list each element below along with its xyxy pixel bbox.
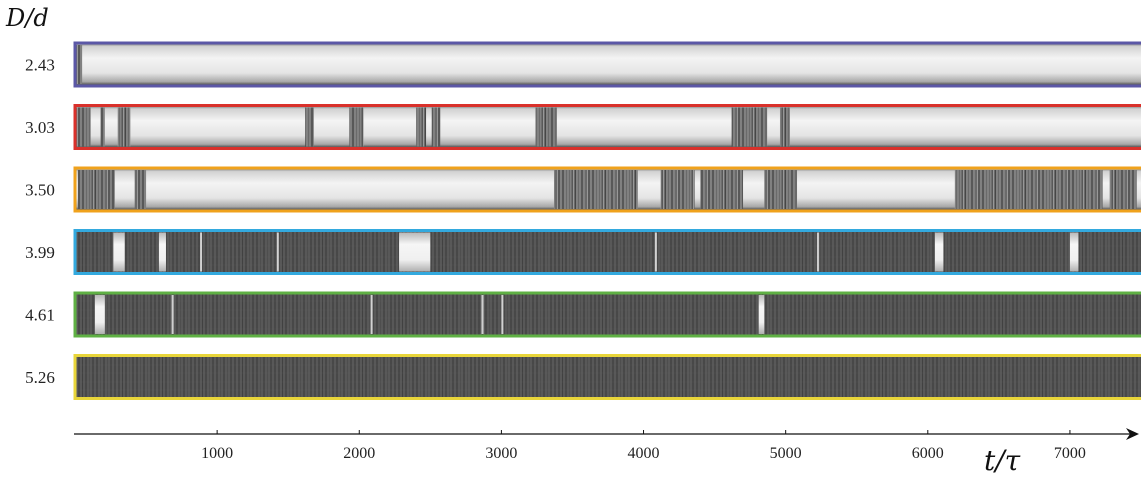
row-label: 3.99 (25, 243, 55, 262)
laminar-gap (113, 232, 125, 272)
row-5.26: 5.26 (25, 354, 1141, 400)
row-label: 2.43 (25, 56, 55, 75)
x-tick-label: 2000 (343, 445, 375, 462)
turbulent-background (75, 355, 1141, 399)
turbulent-puff (117, 107, 131, 147)
laminar-flash (370, 295, 373, 334)
laminar-flash (816, 232, 819, 272)
turbulent-puff (431, 107, 441, 147)
row-frame (73, 229, 1141, 275)
x-ticks: 1000 2000 3000 4000 5000 6000 7000 (201, 430, 1086, 462)
x-tick-label: 1000 (201, 445, 233, 462)
row-label: 5.26 (25, 368, 55, 387)
turbulent-puff (700, 170, 744, 209)
x-axis-arrowhead (1126, 428, 1139, 440)
laminar-gap (94, 295, 105, 334)
laminar-gap (158, 232, 166, 272)
turbulent-puff (779, 107, 790, 147)
laminar-flash (654, 232, 657, 272)
x-tick-label: 7000 (1054, 445, 1086, 462)
row-frame (73, 166, 1141, 213)
x-axis-label: t/τ (984, 444, 1021, 477)
turbulent-puff (305, 107, 314, 147)
row-3.03: 3.03 (25, 104, 1141, 150)
laminar-flash (481, 295, 484, 334)
laminar-flash (200, 232, 203, 272)
x-tick-label: 3000 (485, 445, 517, 462)
rows-layer: 2.43 3.03 3.50 3.99 4.61 5.26 (25, 41, 1141, 400)
turbulent-puff (134, 170, 147, 209)
laminar-background (75, 105, 1141, 149)
row-4.61: 4.61 (25, 291, 1141, 338)
laminar-gap (399, 232, 431, 272)
laminar-gap (934, 232, 944, 272)
turbulent-background (75, 293, 1141, 336)
turbulent-background (75, 230, 1141, 274)
x-tick-label: 5000 (770, 445, 802, 462)
turbulent-puff (100, 107, 105, 147)
row-3.99: 3.99 (25, 229, 1141, 275)
turbulent-puff (764, 170, 798, 209)
x-tick-label: 4000 (628, 445, 660, 462)
row-2.43: 2.43 (25, 41, 1141, 88)
laminar-gap (758, 295, 765, 334)
turbulent-puff (535, 107, 557, 147)
turbulent-puff (954, 170, 1103, 209)
laminar-flash (501, 295, 504, 334)
row-label: 3.50 (25, 181, 55, 200)
turbulent-puff (75, 107, 91, 147)
row-frame (73, 291, 1141, 338)
laminar-flash (171, 295, 174, 334)
turbulent-puff (349, 107, 364, 147)
row-frame (73, 354, 1141, 400)
laminar-flash (276, 232, 279, 272)
row-frame (73, 104, 1141, 150)
x-axis: 1000 2000 3000 4000 5000 6000 7000 (74, 428, 1139, 462)
row-label: 4.61 (25, 306, 55, 325)
laminar-gap (1069, 232, 1079, 272)
turbulent-puff (416, 107, 427, 147)
row-label: 3.03 (25, 118, 55, 137)
row-3.50: 3.50 (25, 166, 1141, 213)
row-frame (73, 41, 1141, 88)
turbulent-puff (1109, 170, 1137, 209)
x-tick-label: 6000 (912, 445, 944, 462)
turbulent-puff (75, 45, 83, 84)
turbulent-puff (731, 107, 768, 147)
laminar-background (75, 43, 1141, 86)
y-axis-label: D/d (5, 4, 49, 32)
turbulent-puff (77, 170, 115, 209)
turbulent-puff (553, 170, 638, 209)
turbulent-puff (660, 170, 695, 209)
